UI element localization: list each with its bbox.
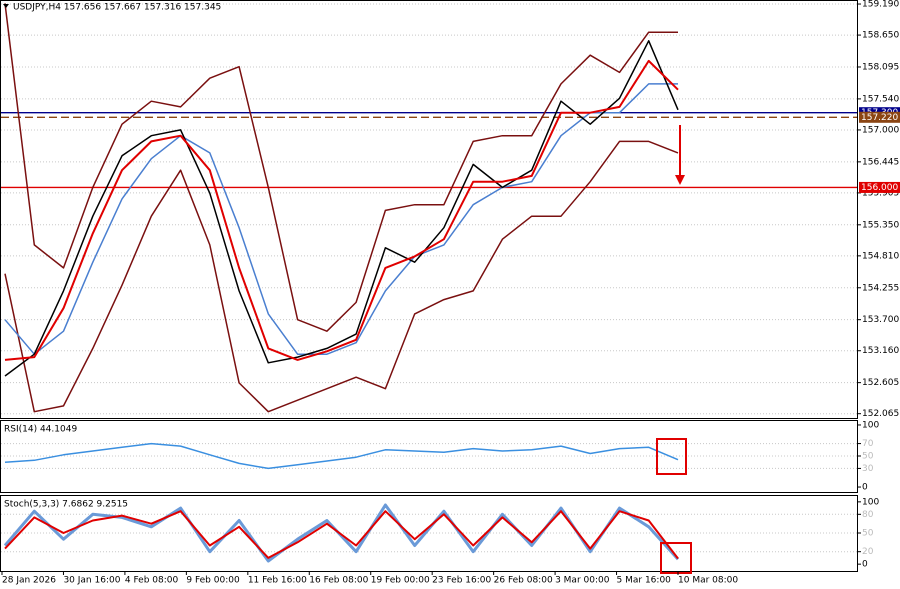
y-tick-label: 156.445: [862, 157, 899, 167]
y-tick-label: 50: [862, 452, 874, 462]
level-label: 157.220: [861, 113, 898, 123]
rsi-title: RSI(14) 44.1049: [4, 425, 77, 435]
arrow-head: [675, 175, 685, 185]
y-tick-label: 158.095: [862, 62, 899, 72]
level-label: 156.000: [861, 183, 898, 193]
x-tick-label: 4 Feb 08:00: [125, 576, 179, 586]
y-tick-label: 0: [862, 560, 868, 570]
y-tick-label: 100: [862, 420, 879, 430]
x-tick-label: 23 Feb 16:00: [432, 576, 491, 586]
x-tick-label: 10 Mar 08:00: [678, 576, 738, 586]
grids: [1, 3, 858, 553]
series-line: [4, 3, 678, 332]
level-label-bg: [859, 111, 900, 123]
y-tick-label: 155.350: [862, 220, 899, 230]
series-line: [4, 40, 679, 377]
y-tick-label: 30: [862, 464, 874, 474]
y-tick-label: 153.160: [862, 346, 899, 356]
series-line: [4, 442, 679, 470]
y-tick-label: 0: [862, 483, 868, 493]
series-line: [4, 140, 679, 413]
y-tick-label: 152.605: [862, 378, 899, 388]
y-tick-label: 159.190: [862, 0, 899, 10]
series-line: [4, 510, 679, 560]
y-tick-label: 155.905: [862, 188, 899, 198]
y-tick-label: 153.700: [862, 315, 899, 325]
price-frame: [0, 0, 858, 419]
x-tick-label: 5 Mar 16:00: [617, 576, 672, 586]
y-tick-label: 50: [862, 529, 874, 539]
stoch-frame: [0, 495, 858, 572]
y-tick-label: 158.650: [862, 31, 899, 41]
y-tick-label: 157.540: [862, 94, 899, 104]
series-line: [4, 83, 678, 355]
y-tick-label: 154.810: [862, 251, 899, 261]
x-tick-label: 26 Feb 08:00: [494, 576, 553, 586]
rsi-frame: [0, 420, 858, 493]
x-tick-label: 3 Mar 00:00: [555, 576, 610, 586]
y-tick-label: 20: [862, 547, 874, 557]
x-tick-label: 11 Feb 16:00: [248, 576, 307, 586]
y-tick-label: 154.255: [862, 283, 899, 293]
symbol-marker: [3, 4, 9, 8]
y-tick-label: 100: [862, 497, 879, 507]
highlight-box: [656, 438, 687, 475]
stoch-title: Stoch(5,3,3) 7.6862 9.2515: [4, 500, 128, 510]
x-tick-label: 28 Jan 2026: [2, 576, 56, 586]
series-line: [4, 59, 679, 361]
level-label-bg: [859, 181, 900, 193]
x-tick-label: 9 Feb 00:00: [186, 576, 240, 586]
highlight-box: [660, 542, 692, 574]
y-tick-label: 80: [862, 510, 874, 520]
x-tick-label: 16 Feb 08:00: [309, 576, 368, 586]
x-tick-label: 30 Jan 16:00: [63, 576, 120, 586]
chart-title: USDJPY,H4 157.656 157.667 157.316 157.34…: [13, 3, 221, 13]
x-tick-label: 19 Feb 00:00: [371, 576, 430, 586]
marks: [1, 3, 858, 563]
y-tick-label: 152.065: [862, 409, 899, 419]
y-tick-label: 70: [862, 439, 874, 449]
y-tick-label: 157.000: [862, 125, 899, 135]
